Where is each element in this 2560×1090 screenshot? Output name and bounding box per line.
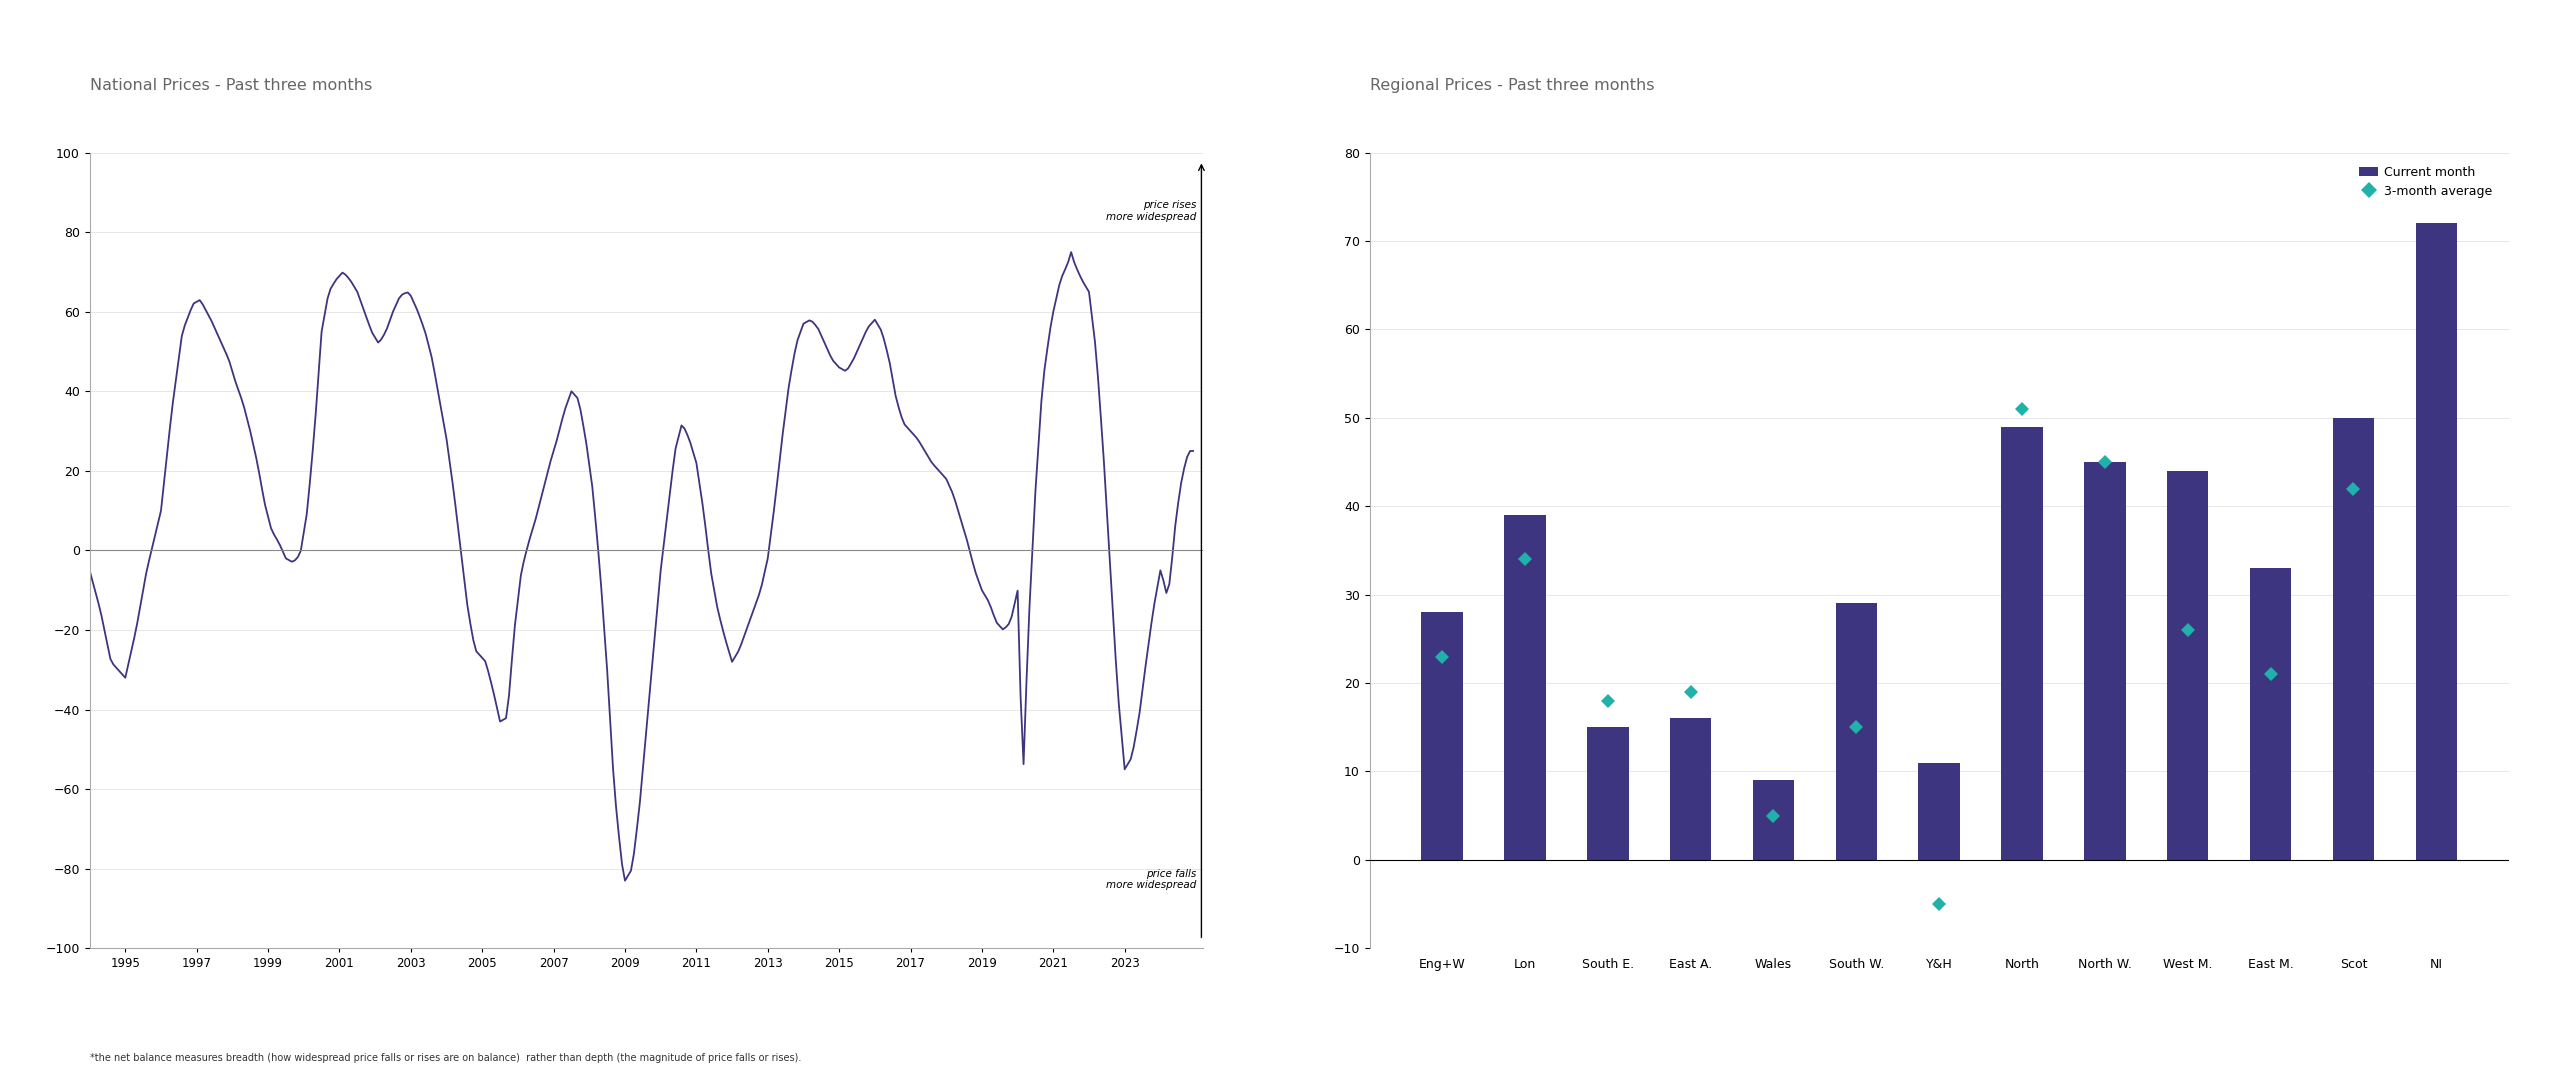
Bar bbox=[2417, 223, 2458, 860]
Legend: Current month, 3-month average: Current month, 3-month average bbox=[2355, 160, 2499, 203]
Bar bbox=[1754, 780, 1795, 860]
Bar bbox=[1587, 727, 1628, 860]
Bar bbox=[2002, 426, 2043, 860]
Bar bbox=[1669, 718, 1713, 860]
Bar bbox=[1917, 763, 1961, 860]
Text: Regional Prices - Past three months: Regional Prices - Past three months bbox=[1370, 77, 1654, 93]
Bar bbox=[1505, 516, 1546, 860]
Bar bbox=[2084, 462, 2125, 860]
Text: price rises
more widespread: price rises more widespread bbox=[1106, 201, 1196, 222]
Text: price falls
more widespread: price falls more widespread bbox=[1106, 869, 1196, 891]
Bar bbox=[1421, 613, 1462, 860]
Text: Net balance, %, SA: Net balance, %, SA bbox=[1380, 122, 1516, 134]
Bar bbox=[2332, 417, 2373, 860]
Bar bbox=[2250, 568, 2291, 860]
Text: *the net balance measures breadth (how widespread price falls or rises are on ba: *the net balance measures breadth (how w… bbox=[90, 1053, 801, 1063]
Text: National Prices - Past three months: National Prices - Past three months bbox=[90, 77, 371, 93]
Text: Net balance, %, SA: Net balance, %, SA bbox=[100, 122, 233, 134]
Bar bbox=[1836, 604, 1876, 860]
Text: Regional Breakdown - Prices - Last 3 Months: Regional Breakdown - Prices - Last 3 Mon… bbox=[1754, 121, 2125, 135]
Bar bbox=[2166, 471, 2209, 860]
Text: Prices - last 3 months*: Prices - last 3 months* bbox=[553, 121, 740, 135]
